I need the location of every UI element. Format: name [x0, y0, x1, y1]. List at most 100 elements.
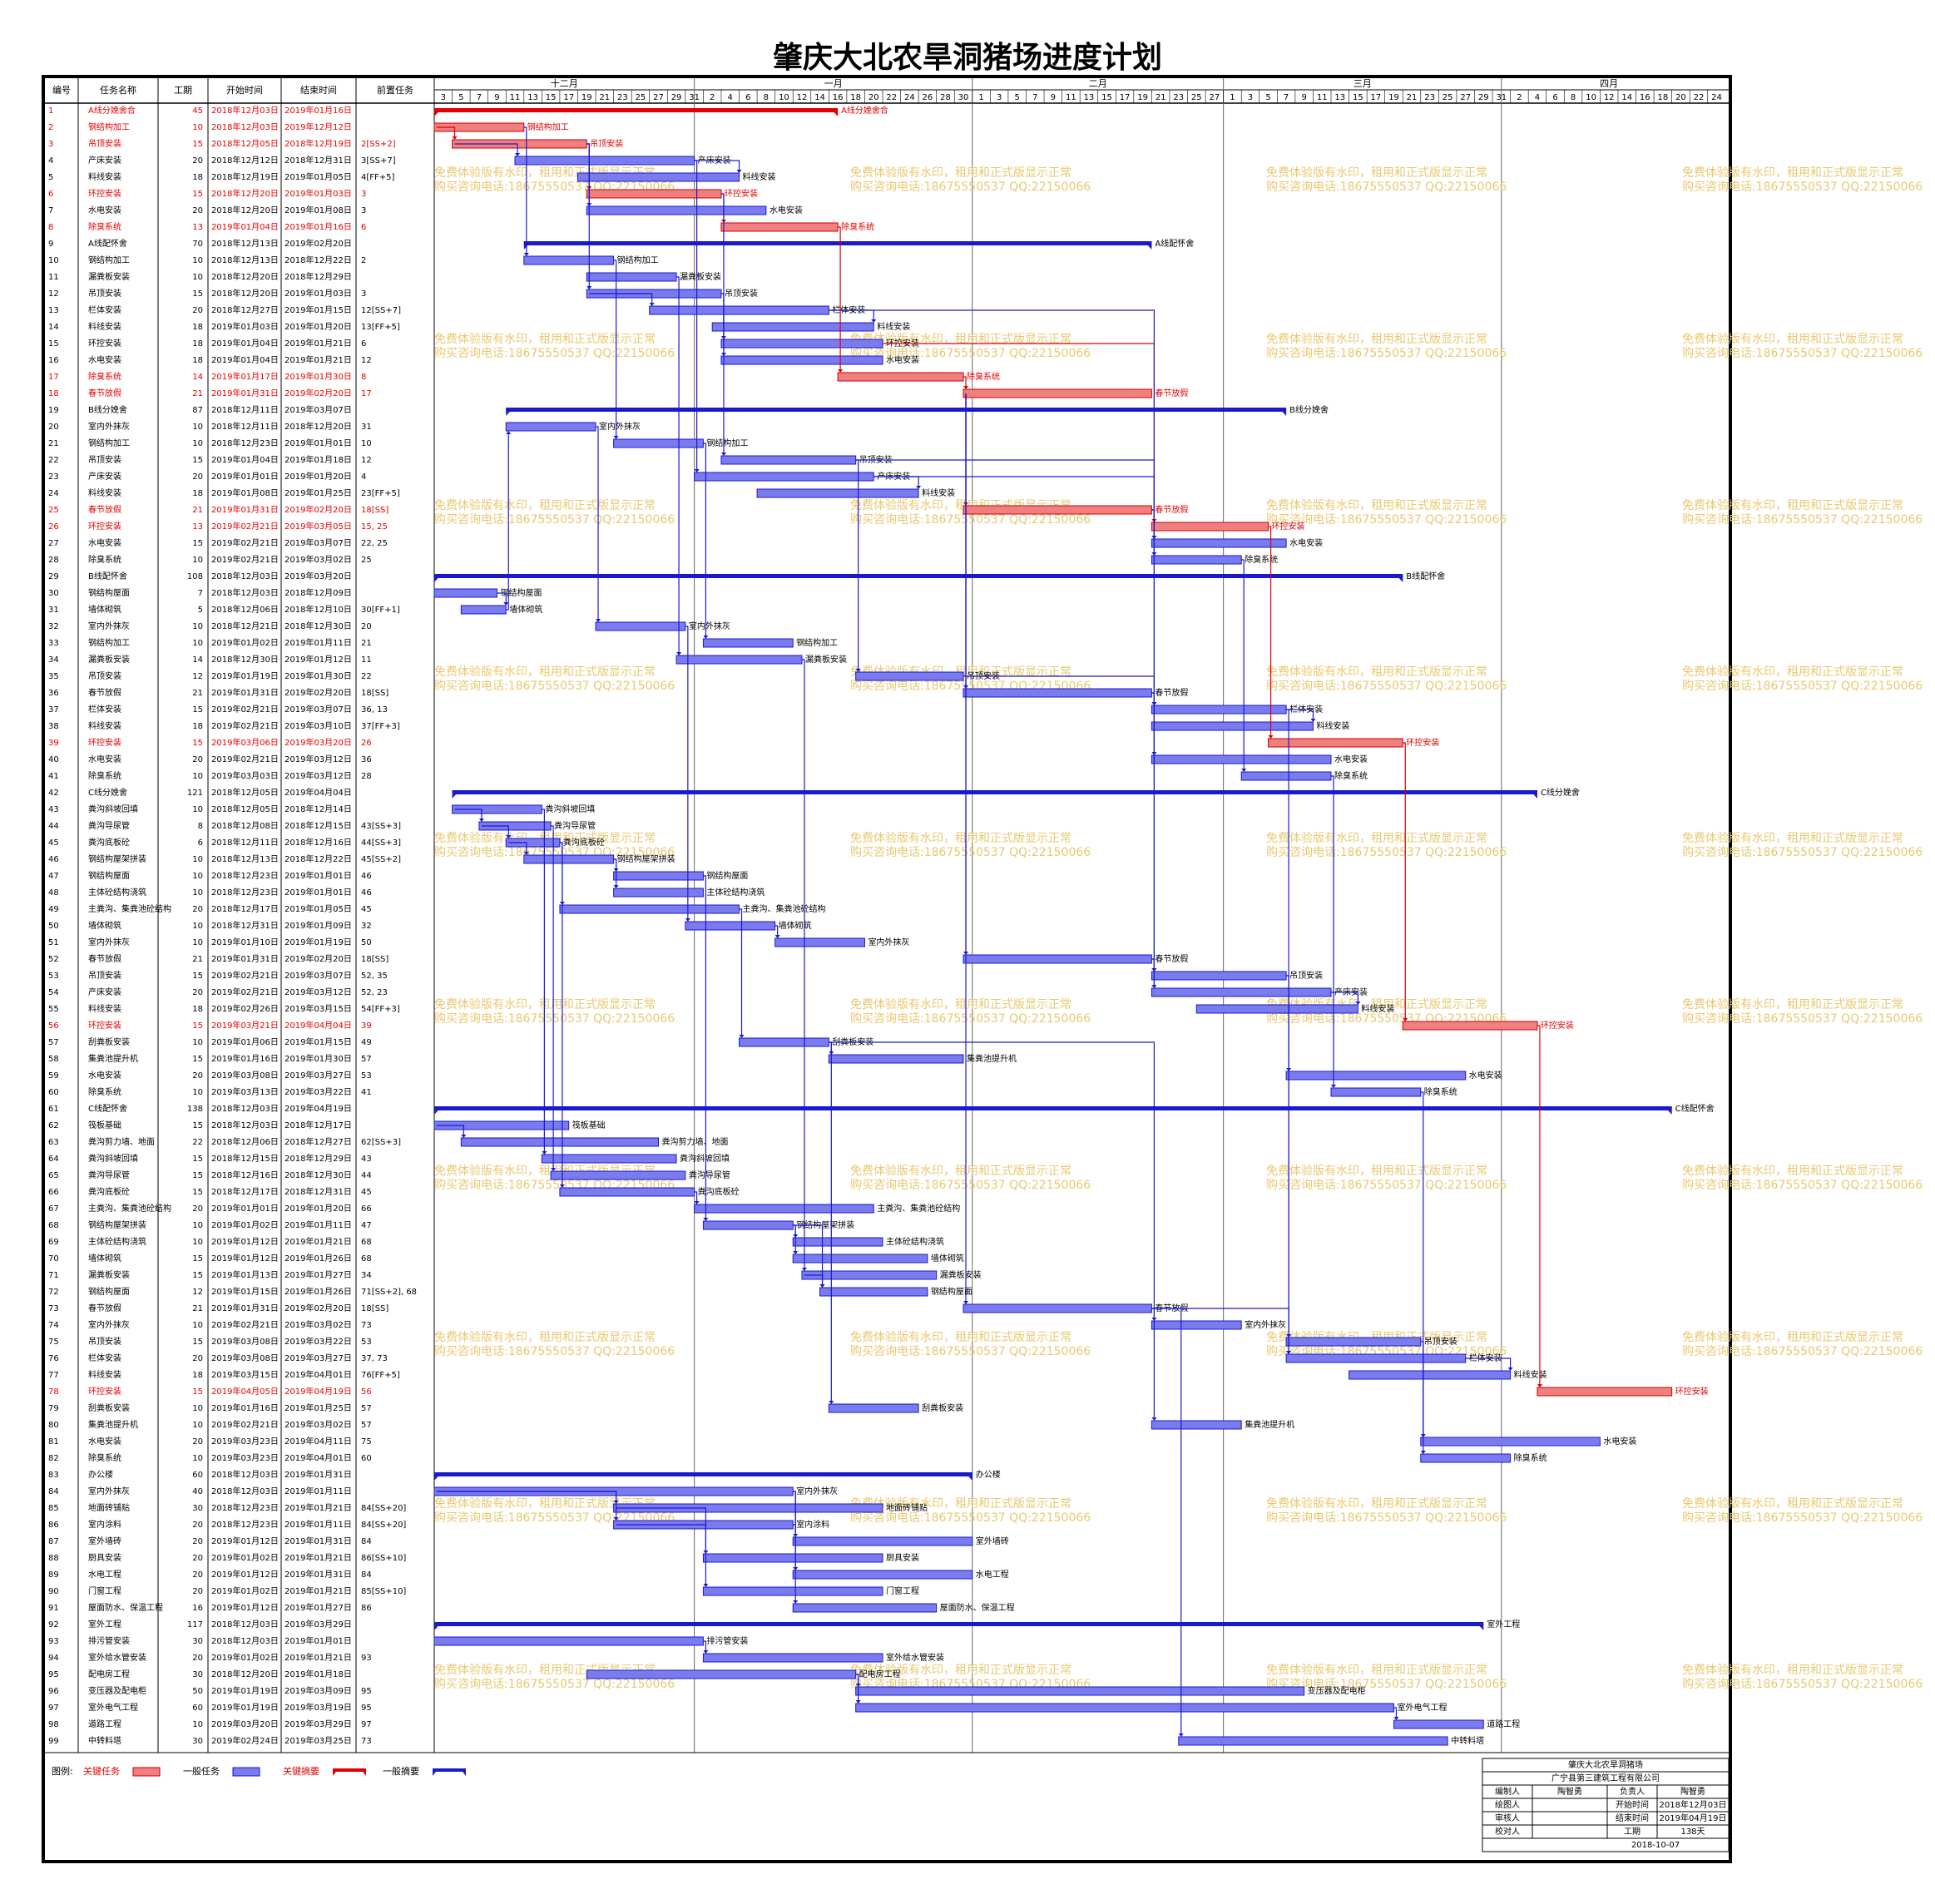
task-bar: [559, 904, 740, 914]
bar-label: 钢结构屋面: [931, 1286, 972, 1297]
task-pred: 18[SS]: [361, 955, 388, 964]
day-label: 7: [1284, 93, 1289, 102]
dependency-arrow: [1286, 1351, 1292, 1354]
task-end: 2019年03月02日: [285, 1319, 352, 1330]
day-label: 27: [1209, 93, 1220, 102]
summary-bar: [434, 1106, 1672, 1110]
dependency-link: [963, 376, 967, 388]
legend-swatch: [333, 1768, 366, 1772]
task-start: 2019年02月21日: [211, 754, 279, 764]
task-bar: [514, 156, 695, 166]
task-start: 2019年03月13日: [211, 1086, 279, 1097]
day-label: 9: [1051, 93, 1056, 102]
task-name: 室内外抹灰: [88, 621, 130, 631]
watermark-text: 购买咨询电话:18675550537 QQ:22150066: [850, 1345, 1091, 1358]
task-bar: [577, 172, 740, 182]
task-id: 22: [48, 456, 59, 465]
task-start: 2018年12月11日: [211, 404, 279, 415]
task-pred: 57: [361, 1055, 372, 1064]
watermark-text: 购买咨询电话:18675550537 QQ:22150066: [434, 1012, 675, 1026]
task-id: 99: [48, 1737, 59, 1746]
table-row: 28 除臭系统 10 2019年02月21日 2019年03月02日 25: [48, 554, 372, 565]
table-row: 92 室外工程 117 2018年12月03日 2019年03月29日: [48, 1619, 352, 1630]
summary-bar: [452, 790, 1537, 794]
task-pred: 75: [361, 1437, 372, 1447]
task-start: 2019年01月31日: [211, 953, 279, 964]
task-bar: [774, 937, 865, 947]
task-bars: A线分娩舍合钢结构加工吊顶安装产床安装料线安装环控安装水电安装除臭系统A线配怀舍…: [433, 105, 1715, 1746]
dependency-arrow: [739, 1035, 745, 1038]
task-start: 2018年12月03日: [211, 1103, 279, 1114]
task-start: 2019年01月13日: [211, 1269, 279, 1280]
task-duration: 21: [192, 689, 203, 698]
task-id: 41: [48, 772, 59, 781]
task-pred: 6: [361, 223, 366, 232]
legend-swatch-cap: [360, 1768, 366, 1776]
task-end: 2019年03月09日: [285, 1685, 352, 1696]
task-start: 2018年12月03日: [211, 1486, 279, 1496]
day-label: 26: [923, 93, 933, 102]
task-bar: [586, 1669, 857, 1679]
task-end: 2019年04月19日: [285, 1103, 352, 1114]
task-end: 2019年03月29日: [285, 1619, 352, 1630]
dependency-link: [589, 293, 653, 305]
day-label: 15: [1101, 93, 1112, 102]
watermark-text: 免费体验版有水印，租用和正式版显示正常: [850, 1331, 1071, 1344]
table-row: 57 刮粪板安装 10 2019年01月06日 2019年01月15日 49: [48, 1036, 372, 1047]
watermark-text: 购买咨询电话:18675550537 QQ:22150066: [434, 1678, 675, 1691]
task-bar: [460, 1137, 660, 1147]
dependency-link: [586, 143, 590, 289]
day-label: 21: [1407, 93, 1418, 102]
bar-label: 粪沟底板砼: [698, 1186, 740, 1197]
task-start: 2019年01月17日: [211, 371, 279, 382]
task-duration: 21: [192, 1304, 203, 1313]
task-start: 2019年01月19日: [211, 1702, 279, 1713]
task-end: 2019年01月01日: [285, 1635, 352, 1646]
summary-cap-left: [434, 1106, 442, 1115]
task-bar: [460, 605, 507, 615]
task-id: 4: [48, 156, 53, 166]
task-name: 栏体安装: [88, 1353, 121, 1363]
task-id: 74: [48, 1321, 59, 1330]
task-bar: [505, 422, 596, 432]
task-name: 室外工程: [88, 1619, 121, 1630]
day-label: 10: [779, 93, 789, 102]
watermark-text: 免费体验版有水印，租用和正式版显示正常: [1682, 166, 1903, 180]
watermark-text: 免费体验版有水印，租用和正式版显示正常: [1682, 1664, 1903, 1677]
bar-label: 室内外抹灰: [796, 1486, 838, 1496]
dependency-arrow: [586, 286, 592, 289]
dependency-arrow: [649, 303, 655, 306]
task-end: 2019年01月21日: [285, 1236, 352, 1247]
table-row: 64 粪沟斜坡回填 15 2018年12月15日 2018年12月29日 43: [48, 1153, 372, 1164]
table-row: 23 产床安装 20 2019年01月01日 2019年01月20日 4: [48, 471, 366, 482]
task-duration: 18: [192, 356, 203, 365]
table-row: 5 料线安装 18 2018年12月19日 2019年01月05日 4[FF+5]: [48, 171, 395, 182]
task-id: 95: [48, 1670, 59, 1679]
task-duration: 21: [192, 506, 203, 515]
table-row: 84 室内外抹灰 40 2018年12月03日 2019年01月11日: [48, 1486, 352, 1496]
watermark-text: 购买咨询电话:18675550537 QQ:22150066: [1682, 181, 1923, 194]
task-id: 70: [48, 1254, 59, 1264]
task-start: 2018年12月12日: [211, 155, 279, 166]
task-pred: 44[SS+3]: [361, 838, 401, 848]
task-name: A线配怀舍: [88, 238, 127, 249]
task-pred: 4[FF+5]: [361, 173, 395, 182]
dependency-arrow: [1151, 1417, 1157, 1421]
task-name: 钢结构加工: [88, 438, 130, 448]
task-duration: 20: [192, 988, 203, 997]
watermark-text: 购买咨询电话:18675550537 QQ:22150066: [1266, 181, 1507, 194]
task-pred: 41: [361, 1088, 372, 1097]
bar-label: 钢结构加工: [527, 121, 569, 132]
bar-label: 室外给水管安装: [886, 1652, 944, 1663]
bar-label: 中转料塔: [1451, 1735, 1484, 1746]
task-pred: 26: [361, 739, 372, 748]
task-name: 环控安装: [88, 521, 121, 532]
table-row: 95 配电房工程 30 2018年12月20日 2019年01月18日: [48, 1669, 352, 1679]
bar-label: 除臭系统: [967, 371, 1000, 382]
task-id: 37: [48, 705, 59, 715]
task-bar: [1402, 1021, 1538, 1031]
task-start: 2018年12月03日: [211, 121, 279, 132]
bar-label: 粪沟斜坡回填: [545, 804, 595, 814]
bar-label: 墙体砌筑: [779, 920, 812, 931]
